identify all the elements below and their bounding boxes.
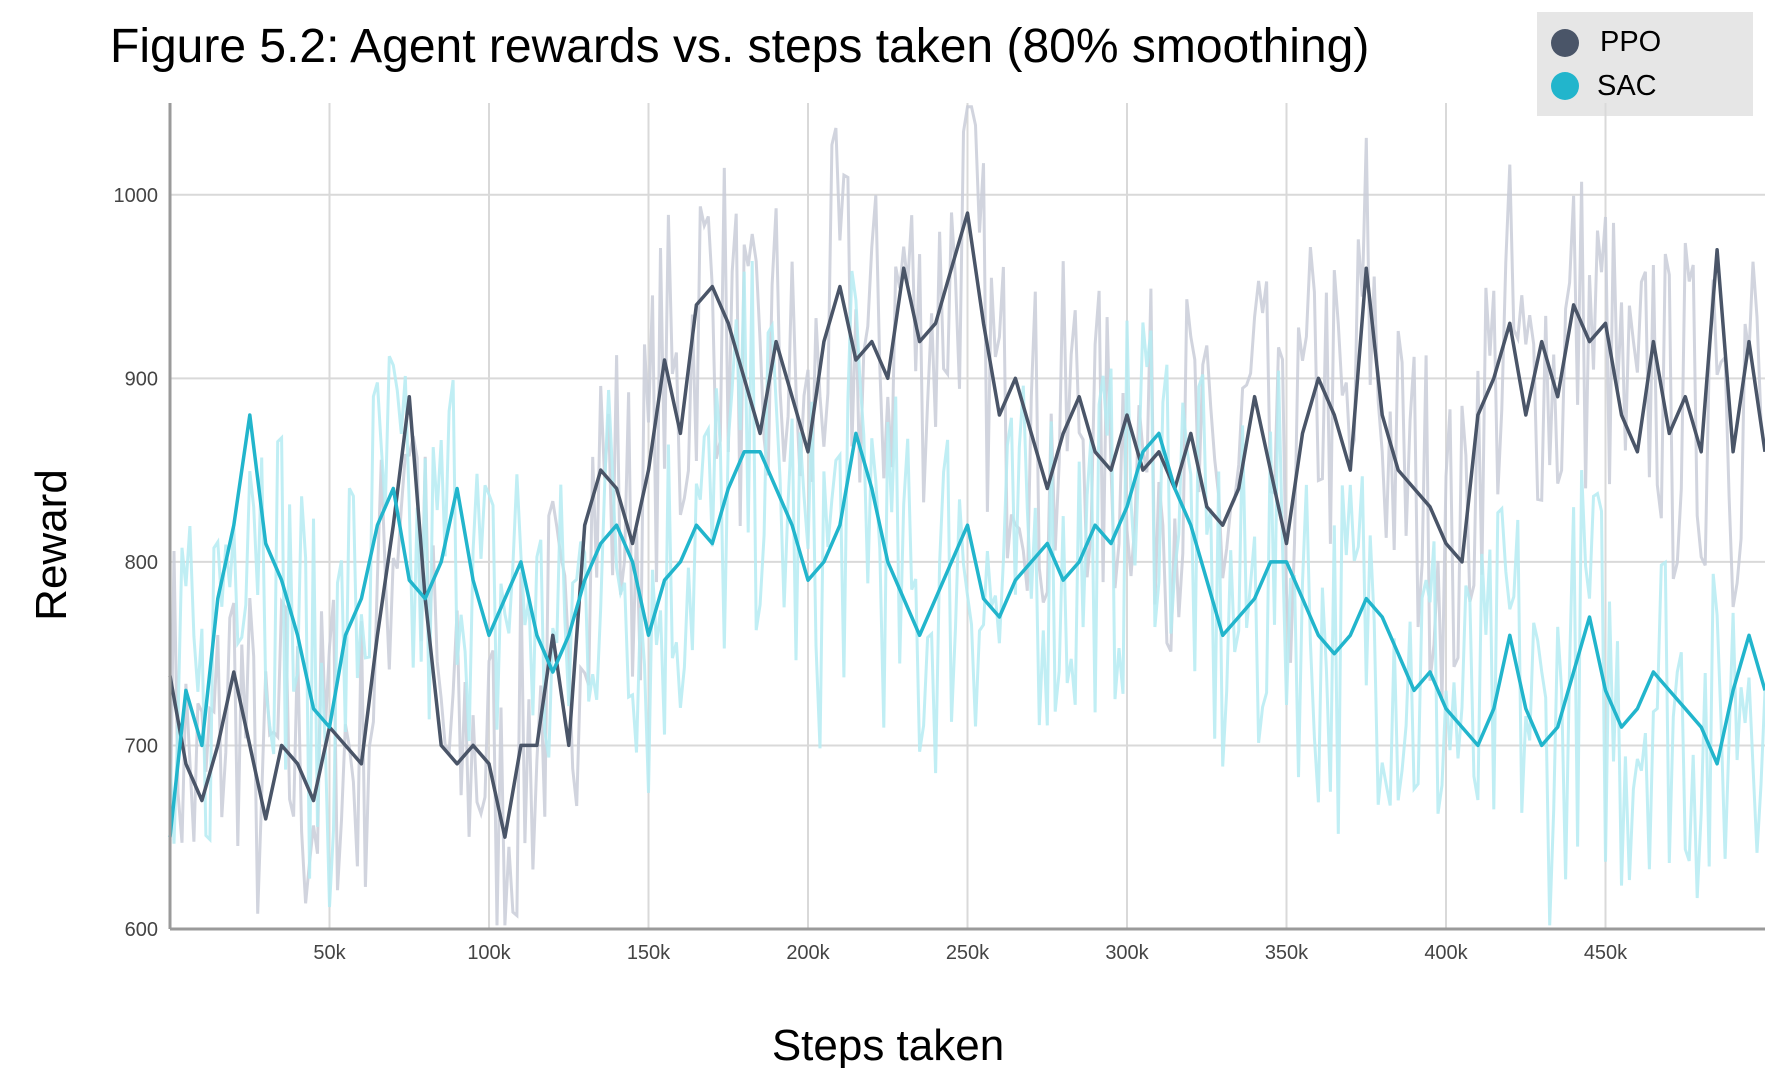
x-tick-label: 350k — [1265, 942, 1309, 964]
series-raw-sac — [168, 260, 1765, 926]
series-line-sac — [168, 413, 1765, 838]
legend: PPO SAC — [1537, 12, 1753, 116]
x-tick-label: 450k — [1584, 942, 1628, 964]
x-tick-label: 300k — [1105, 942, 1149, 964]
x-tick-label: 150k — [627, 942, 671, 964]
series-lines — [168, 105, 1765, 926]
y-tick-label: 900 — [125, 368, 158, 390]
x-tick-label: 50k — [313, 942, 346, 964]
legend-box — [1537, 12, 1753, 116]
x-tick-label: 200k — [786, 942, 830, 964]
y-tick-label: 700 — [125, 735, 158, 757]
legend-marker-ppo — [1551, 29, 1579, 57]
series-line-ppo — [168, 211, 1765, 839]
series-raw-ppo — [168, 105, 1765, 926]
legend-marker-sac — [1551, 72, 1579, 100]
x-axis-title: Steps taken — [772, 1021, 1004, 1068]
chart-title: Figure 5.2: Agent rewards vs. steps take… — [110, 20, 1369, 73]
legend-label-sac: SAC — [1597, 70, 1657, 102]
y-tick-label: 600 — [125, 919, 158, 941]
y-tick-label: 800 — [125, 552, 158, 574]
x-tick-label: 100k — [467, 942, 511, 964]
tick-labels: 600 700 800 900 1000 50k 100k 150k 200k 250k 300k 3… — [114, 185, 1629, 964]
y-tick-label: 1000 — [114, 185, 159, 207]
axes — [168, 103, 1765, 931]
y-axis-title: Reward — [27, 469, 76, 621]
legend-label-ppo: PPO — [1600, 26, 1661, 58]
x-tick-label: 400k — [1424, 942, 1468, 964]
x-tick-label: 250k — [946, 942, 990, 964]
